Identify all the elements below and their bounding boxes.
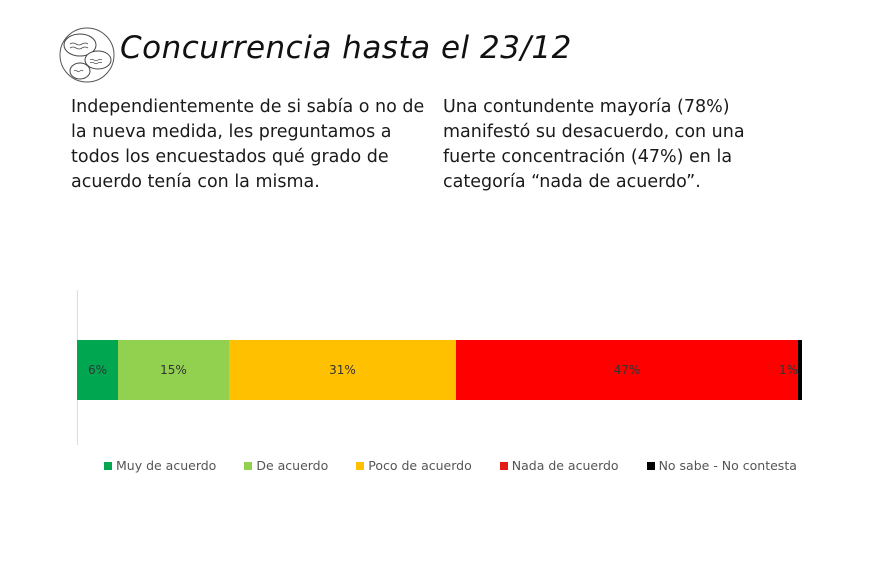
legend-swatch bbox=[499, 461, 508, 470]
bar-segment-poco-de-acuerdo: 31% bbox=[229, 340, 456, 400]
legend-label: No sabe - No contesta bbox=[658, 458, 797, 473]
legend-swatch bbox=[356, 461, 365, 470]
data-label: 6% bbox=[87, 363, 108, 377]
legend-swatch bbox=[104, 461, 112, 470]
data-label: 47% bbox=[613, 363, 641, 377]
legend-label: De acuerdo bbox=[256, 458, 329, 473]
legend-item: No sabe - No contesta bbox=[646, 458, 797, 473]
legend-item: De acuerdo bbox=[244, 458, 328, 473]
legend-item: Nada de acuerdo bbox=[499, 458, 619, 473]
bar-segment-muy-de-acuerdo: 6% bbox=[77, 340, 118, 400]
bar-segment-nada-de-acuerdo: 47% 1% bbox=[456, 340, 798, 400]
data-label: 15% bbox=[160, 363, 187, 377]
bar-segment-no-sabe bbox=[798, 340, 802, 400]
intro-text: Independientemente de si sabía o no de l… bbox=[71, 97, 425, 192]
summary-text: Una contundente mayoría (78%) manifestó … bbox=[443, 97, 745, 192]
page-title: Concurrencia hasta el 23/12 bbox=[120, 30, 572, 66]
legend-item: Muy de acuerdo bbox=[104, 458, 216, 473]
legend-label: Muy de acuerdo bbox=[116, 458, 217, 473]
chart-legend: Muy de acuerdo De acuerdo Poco de acuerd… bbox=[104, 458, 825, 473]
data-label: 1% bbox=[778, 363, 798, 377]
legend-item: Poco de acuerdo bbox=[356, 458, 472, 473]
bar-segment-de-acuerdo: 15% bbox=[118, 340, 229, 400]
legend-label: Poco de acuerdo bbox=[368, 458, 472, 473]
stacked-bar: 6% 15% 31% 47% 1% bbox=[77, 340, 802, 400]
speech-bubbles-icon bbox=[58, 27, 116, 83]
legend-swatch bbox=[244, 461, 253, 470]
legend-label: Nada de acuerdo bbox=[511, 458, 619, 473]
data-label: 31% bbox=[329, 363, 356, 377]
legend-swatch bbox=[646, 461, 655, 470]
